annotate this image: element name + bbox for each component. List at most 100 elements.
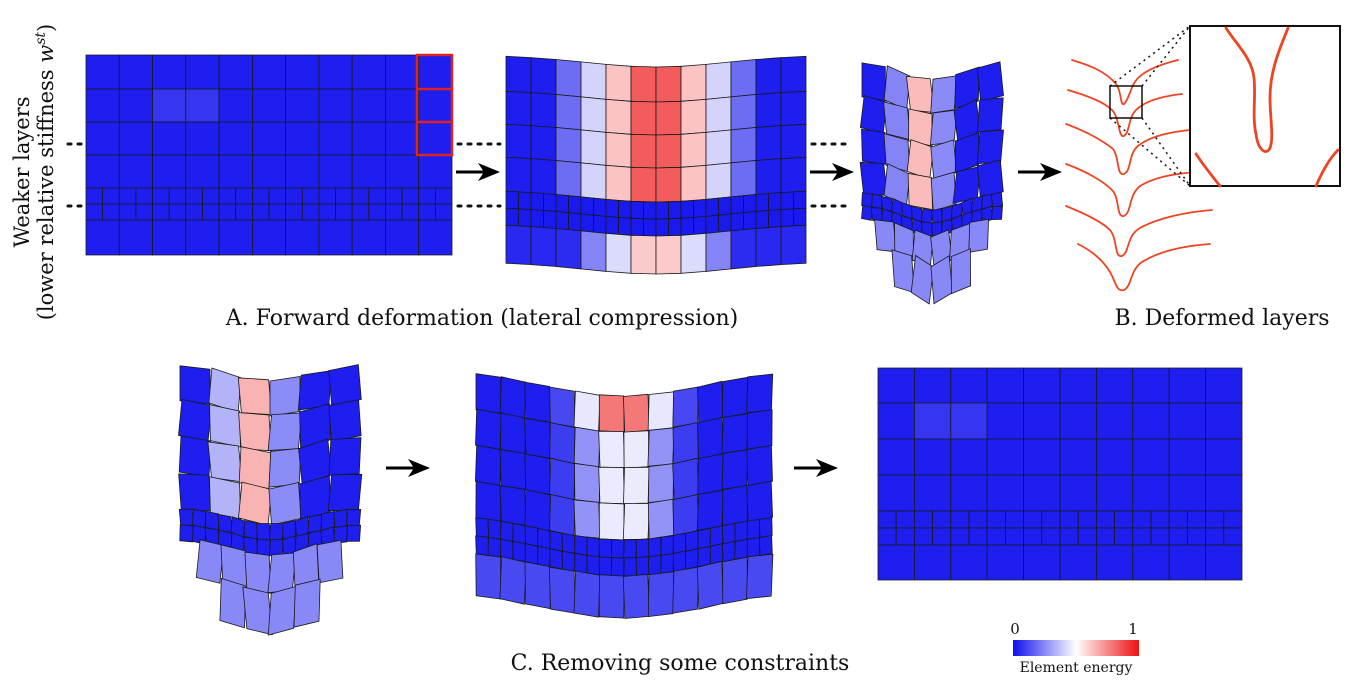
mesh-element bbox=[475, 553, 502, 600]
mesh-element bbox=[680, 164, 707, 202]
mesh-element bbox=[118, 187, 137, 205]
mesh-element bbox=[908, 108, 933, 147]
mesh-element bbox=[524, 417, 552, 459]
mesh-element bbox=[746, 536, 761, 558]
mesh-element bbox=[385, 219, 420, 256]
mesh-element bbox=[327, 473, 363, 512]
mesh-element bbox=[307, 514, 323, 534]
mesh-element bbox=[555, 59, 582, 98]
mesh-element bbox=[251, 154, 287, 189]
mesh-element bbox=[1205, 438, 1243, 476]
mesh-element bbox=[218, 88, 253, 123]
mesh-element bbox=[219, 577, 247, 629]
mesh-element bbox=[178, 473, 212, 512]
mesh-element bbox=[518, 191, 532, 211]
mesh-element bbox=[861, 192, 873, 208]
mesh-element bbox=[643, 218, 657, 237]
mesh-element bbox=[648, 554, 662, 576]
mesh-element bbox=[434, 203, 453, 221]
mesh-element bbox=[118, 219, 153, 256]
mesh-element bbox=[734, 538, 749, 560]
mesh-element bbox=[568, 212, 582, 232]
mesh-element bbox=[605, 215, 619, 235]
mesh-element bbox=[705, 96, 732, 133]
strongly-deformed-mesh bbox=[859, 61, 1004, 305]
mesh-element bbox=[499, 556, 527, 605]
mesh-element bbox=[630, 65, 657, 103]
mesh-element bbox=[1132, 402, 1170, 440]
mesh-element bbox=[268, 539, 284, 556]
mesh-element bbox=[505, 90, 532, 127]
mesh-element bbox=[618, 217, 632, 236]
mesh-element bbox=[243, 520, 258, 540]
mesh-element bbox=[598, 538, 613, 558]
mesh-element bbox=[351, 154, 386, 189]
mesh-element bbox=[759, 517, 773, 538]
mesh-element bbox=[301, 187, 320, 205]
mesh-element bbox=[793, 207, 807, 227]
mesh-element bbox=[685, 548, 699, 570]
mesh-element bbox=[672, 494, 699, 537]
mesh-element bbox=[647, 463, 675, 504]
mesh-element bbox=[950, 474, 988, 512]
mesh-element bbox=[168, 203, 187, 221]
mesh-element bbox=[655, 218, 669, 237]
mesh-element bbox=[530, 57, 557, 95]
mesh-element bbox=[475, 517, 490, 538]
mesh-element bbox=[318, 203, 336, 221]
mesh-element bbox=[910, 254, 935, 305]
zoom-source-box bbox=[1109, 85, 1143, 119]
mesh-element bbox=[605, 131, 632, 168]
mesh-element bbox=[1023, 402, 1061, 440]
mesh-element bbox=[85, 203, 103, 221]
mesh-element bbox=[668, 217, 682, 237]
mesh-element bbox=[499, 449, 527, 490]
mesh-element bbox=[244, 551, 272, 594]
caption-removing-constraints: C. Removing some constraints bbox=[511, 651, 850, 676]
mesh-element bbox=[418, 54, 453, 90]
mesh-element bbox=[1023, 367, 1061, 404]
mesh-element bbox=[930, 171, 957, 212]
mesh-element bbox=[605, 98, 632, 135]
mesh-element bbox=[285, 219, 320, 256]
mesh-element bbox=[351, 54, 386, 90]
mesh-element bbox=[179, 524, 194, 543]
mesh-element bbox=[385, 203, 403, 221]
mesh-element bbox=[705, 61, 732, 100]
mesh-element bbox=[475, 481, 502, 522]
mesh-element bbox=[135, 203, 153, 221]
mesh-element bbox=[285, 88, 320, 123]
mesh-element bbox=[351, 121, 386, 156]
mesh-element bbox=[655, 65, 682, 103]
mesh-element bbox=[1132, 438, 1170, 476]
mesh-element bbox=[185, 88, 220, 123]
mesh-element bbox=[655, 166, 682, 203]
mesh-element bbox=[1150, 510, 1170, 529]
zoom-connectors bbox=[1109, 25, 1191, 187]
mesh-element bbox=[635, 538, 650, 559]
mesh-element bbox=[647, 427, 675, 467]
mesh-element bbox=[218, 187, 237, 205]
mesh-element bbox=[647, 498, 675, 540]
caption-forward-deformation: A. Forward deformation (lateral compress… bbox=[225, 306, 738, 331]
mesh-element bbox=[705, 197, 719, 217]
mesh-element bbox=[976, 159, 1004, 199]
mesh-element bbox=[986, 402, 1024, 440]
mesh-element bbox=[1096, 544, 1134, 581]
mesh-element bbox=[891, 249, 915, 294]
mesh-element bbox=[118, 88, 153, 123]
mesh-element bbox=[780, 191, 794, 211]
mesh-element bbox=[768, 209, 782, 228]
mesh-element bbox=[914, 367, 952, 404]
mesh-element bbox=[768, 192, 782, 211]
mesh-element bbox=[335, 187, 353, 205]
relaxed-deformed-mesh bbox=[178, 364, 363, 636]
mesh-element bbox=[505, 207, 519, 227]
mesh-element bbox=[623, 539, 638, 559]
mesh-element bbox=[1168, 402, 1206, 440]
mesh-element bbox=[1187, 510, 1206, 529]
mesh-element bbox=[1077, 527, 1097, 546]
mesh-element bbox=[907, 172, 934, 211]
arrow-right-icon bbox=[794, 459, 838, 477]
